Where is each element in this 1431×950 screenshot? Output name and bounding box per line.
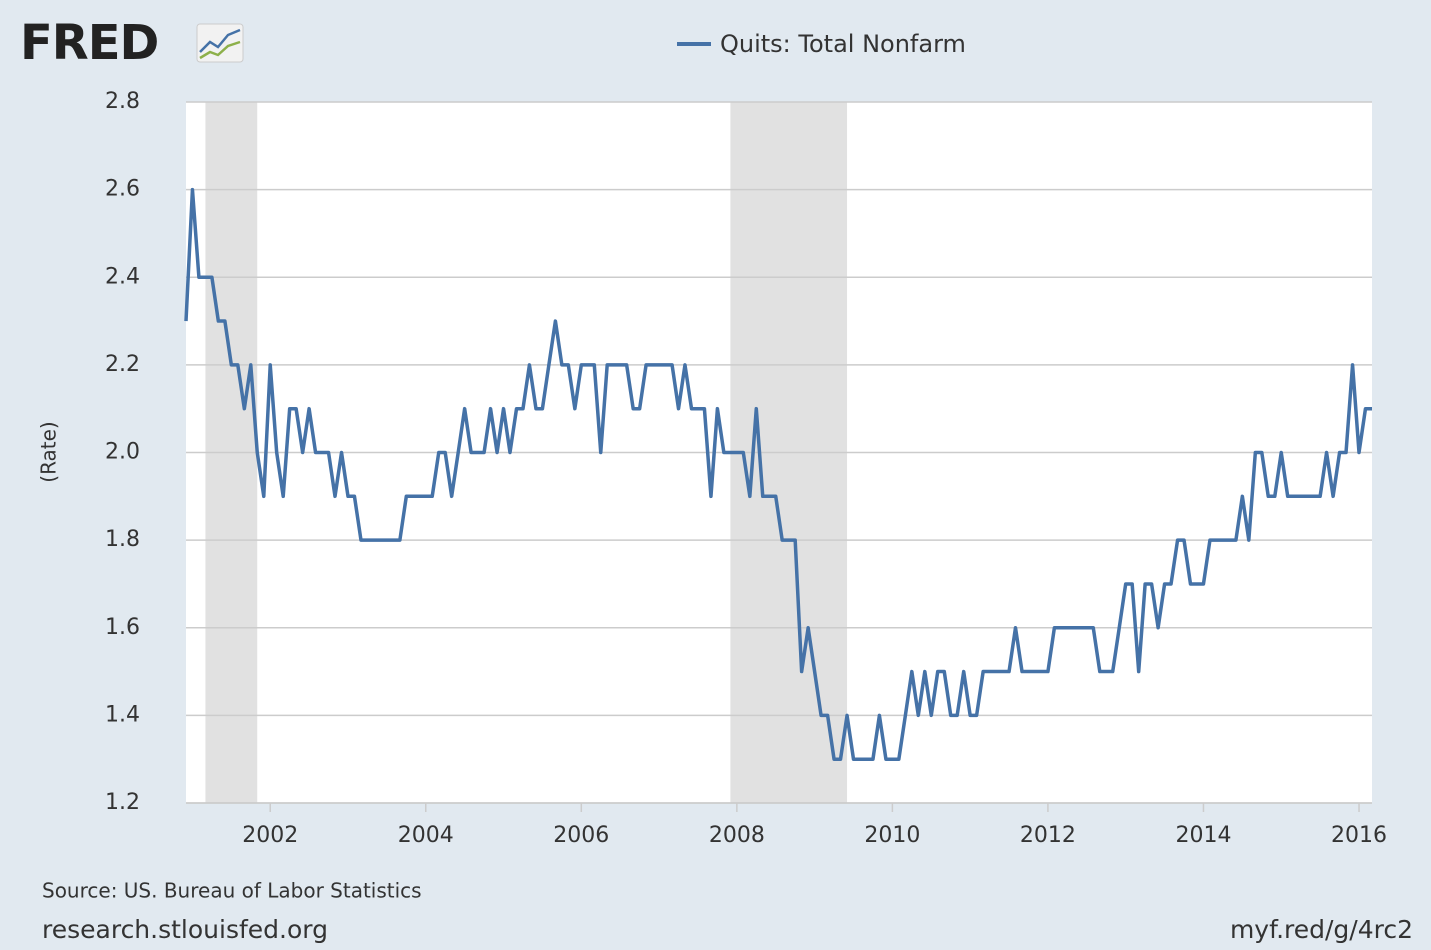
y-tick-label: 1.6 xyxy=(105,615,140,640)
source: Source: US. Bureau of Labor Statistics xyxy=(42,879,422,903)
x-tick-label: 2016 xyxy=(1331,823,1387,848)
line-layer xyxy=(184,187,1372,761)
short-link: myf.red/g/4rc2 xyxy=(1230,915,1413,944)
y-tick-label: 2.2 xyxy=(105,352,140,377)
grid-layer xyxy=(186,101,1372,812)
logo: FRED xyxy=(20,15,158,71)
x-tick-label: 2006 xyxy=(553,823,609,848)
legend-label: Quits: Total Nonfarm xyxy=(720,30,966,58)
y-axis-label: (Rate) xyxy=(37,421,61,482)
x-tick-label: 2014 xyxy=(1175,823,1231,848)
x-tick-label: 2002 xyxy=(242,823,298,848)
y-tick-label: 2.6 xyxy=(105,177,140,202)
y-tick-label: 1.2 xyxy=(105,790,140,815)
x-tick-label: 2012 xyxy=(1020,823,1076,848)
data-line xyxy=(184,187,1372,761)
y-tick-label: 2.0 xyxy=(105,440,140,465)
x-tick-label: 2008 xyxy=(709,823,765,848)
y-tick-label: 1.4 xyxy=(105,702,140,727)
y-tick-label: 2.8 xyxy=(105,89,140,114)
x-tick-label: 2010 xyxy=(864,823,920,848)
y-tick-label: 1.8 xyxy=(105,527,140,552)
x-tick-label: 2004 xyxy=(398,823,454,848)
logo-icon xyxy=(196,23,244,63)
y-tick-label: 2.4 xyxy=(105,264,140,289)
site-link: research.stlouisfed.org xyxy=(42,915,328,944)
